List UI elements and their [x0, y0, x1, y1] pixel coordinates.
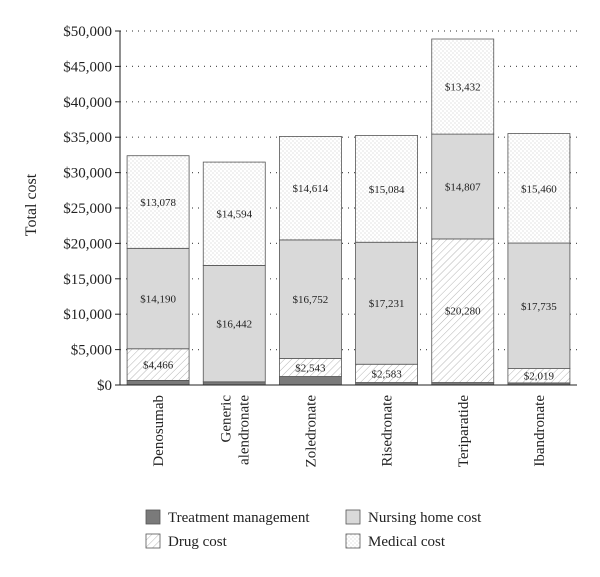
legend-label: Nursing home cost	[368, 510, 482, 526]
bar-value-label: $20,280	[445, 306, 481, 318]
bar-segment	[126, 155, 190, 249]
bar-value-label: $13,432	[445, 82, 481, 94]
x-tick-label: Risedronate	[380, 395, 396, 467]
y-tick-label: $15,000	[63, 272, 112, 288]
bar-segment	[279, 239, 342, 359]
bar-segment	[126, 348, 190, 381]
y-tick-label: $10,000	[63, 307, 112, 323]
bar-segment	[126, 247, 190, 350]
bar-segment	[279, 136, 342, 241]
bar-value-label: $17,231	[369, 298, 405, 310]
y-tick-label: $25,000	[63, 201, 112, 217]
bar-value-label: $2,583	[371, 368, 402, 380]
legend-label: Drug cost	[168, 534, 228, 550]
y-tick-label: $40,000	[63, 95, 112, 111]
legend-swatch	[145, 509, 161, 525]
bar-value-label: $14,190	[140, 294, 176, 306]
bar-value-label: $4,466	[143, 360, 174, 372]
bar-segment	[507, 242, 571, 369]
bar-segment	[431, 133, 495, 240]
bar-value-label: $13,078	[140, 197, 176, 209]
bar-segment	[507, 133, 571, 244]
y-tick-label: $20,000	[63, 236, 112, 252]
bar-segment	[431, 238, 495, 383]
bar-value-label: $14,594	[216, 209, 252, 221]
y-tick-label: $45,000	[63, 59, 112, 75]
legend-swatch	[145, 533, 161, 549]
bar-value-label: $15,084	[369, 184, 405, 196]
bar-value-label: $16,442	[216, 319, 252, 331]
legend-swatch	[345, 533, 361, 549]
legend-swatch	[345, 509, 361, 525]
x-tick-label: Generic alendronate	[218, 395, 252, 465]
x-tick-label: Zoledronate	[303, 395, 319, 468]
bar-value-label: $14,614	[293, 183, 329, 195]
bar-segment	[355, 135, 418, 243]
bar-segment	[279, 376, 342, 386]
bar-segment	[202, 161, 266, 266]
legend: Treatment management Nursing home cost Dru…	[145, 509, 482, 550]
bar-value-label: $2,019	[524, 371, 555, 383]
bar-value-label: $2,543	[295, 363, 326, 375]
bar-segment	[431, 38, 495, 135]
bar-segment	[126, 379, 190, 386]
x-tick-label: Denosumab	[151, 395, 167, 467]
bar-value-label: $16,752	[293, 294, 329, 306]
x-tick-label: Ibandronate	[532, 395, 548, 467]
bar-value-label: $14,807	[445, 182, 481, 194]
y-tick-label: $0	[97, 378, 112, 394]
y-tick-label: $35,000	[63, 130, 112, 146]
y-tick-label: $50,000	[63, 24, 112, 40]
bars	[126, 38, 571, 386]
y-tick-label: $5,000	[71, 343, 112, 359]
bar-value-label: $17,735	[521, 301, 557, 313]
y-tick-label: $30,000	[63, 166, 112, 182]
y-axis-title: Total cost	[23, 173, 40, 236]
x-tick-label: Teriparatide	[456, 395, 472, 468]
gridlines	[120, 30, 577, 351]
legend-label: Treatment management	[168, 510, 310, 526]
axes: $0 $5,000 $10,000 $15,000 $20,000 $25,000 $30,…	[63, 24, 577, 467]
value-labels: $4,466 $14,190 $13,078 $16,442 $14,594 $2,543…	[140, 82, 557, 383]
bar-value-label: $15,460	[521, 183, 557, 195]
legend-label: Medical cost	[368, 534, 446, 550]
